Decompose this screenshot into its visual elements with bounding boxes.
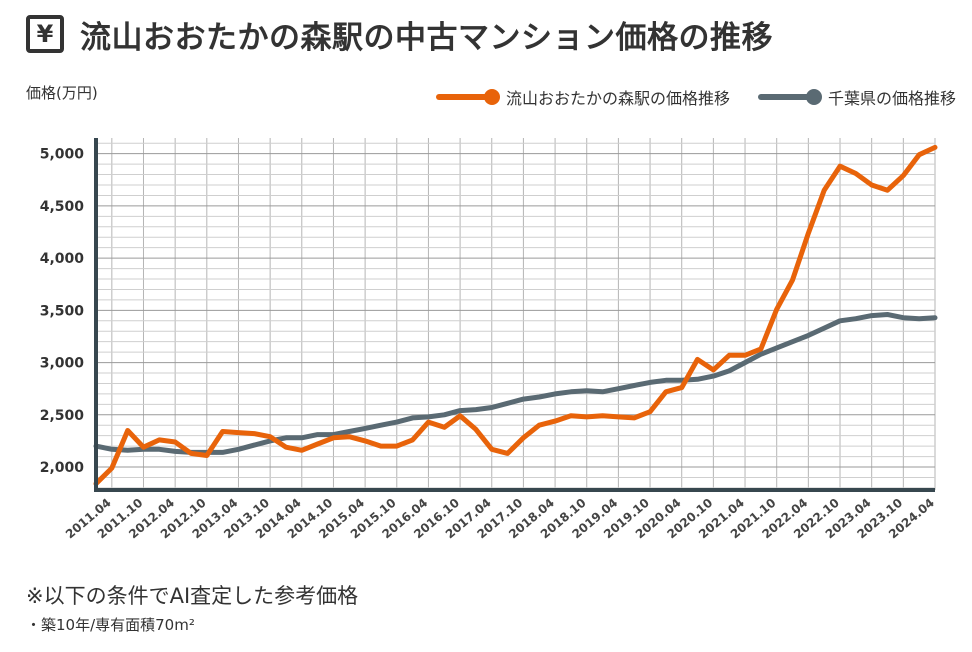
legend-swatch-prefecture xyxy=(757,89,822,105)
chart-header: ¥ 流山おおたかの森駅の中古マンション価格の推移 xyxy=(26,12,773,56)
chart-legend: 流山おおたかの森駅の価格推移 千葉県の価格推移 xyxy=(408,85,956,109)
series-line-station xyxy=(93,144,938,487)
ai-estimate-note: ※以下の条件でAI査定した参考価格 xyxy=(26,584,359,608)
legend-label-station: 流山おおたかの森駅の価格推移 xyxy=(505,89,730,108)
legend-label-prefecture: 千葉県の価格推移 xyxy=(827,89,956,108)
page-title: 流山おおたかの森駅の中古マンション価格の推移 xyxy=(80,19,773,56)
legend-swatch-station xyxy=(435,89,500,105)
y-axis-unit-label: 価格(万円) xyxy=(26,84,98,102)
y-tick-label: 4,500 xyxy=(40,199,85,215)
y-tick-label: 3,000 xyxy=(40,356,85,372)
yen-icon: ¥ xyxy=(26,15,64,53)
price-line-chart: 2,0002,5003,0003,5004,0004,5005,0002011.… xyxy=(40,138,938,541)
legend-item-station: 流山おおたかの森駅の価格推移 xyxy=(435,85,730,109)
yen-glyph: ¥ xyxy=(36,20,54,48)
y-tick-label: 2,000 xyxy=(40,460,85,476)
y-tick-label: 5,000 xyxy=(40,147,85,163)
legend-item-prefecture: 千葉県の価格推移 xyxy=(757,85,956,109)
y-tick-label: 3,500 xyxy=(40,303,85,319)
series-line-prefecture xyxy=(93,312,938,455)
y-tick-label: 4,000 xyxy=(40,251,85,267)
y-tick-label: 2,500 xyxy=(40,408,85,424)
condition-note: ・築10年/専有面積70m² xyxy=(26,616,195,634)
